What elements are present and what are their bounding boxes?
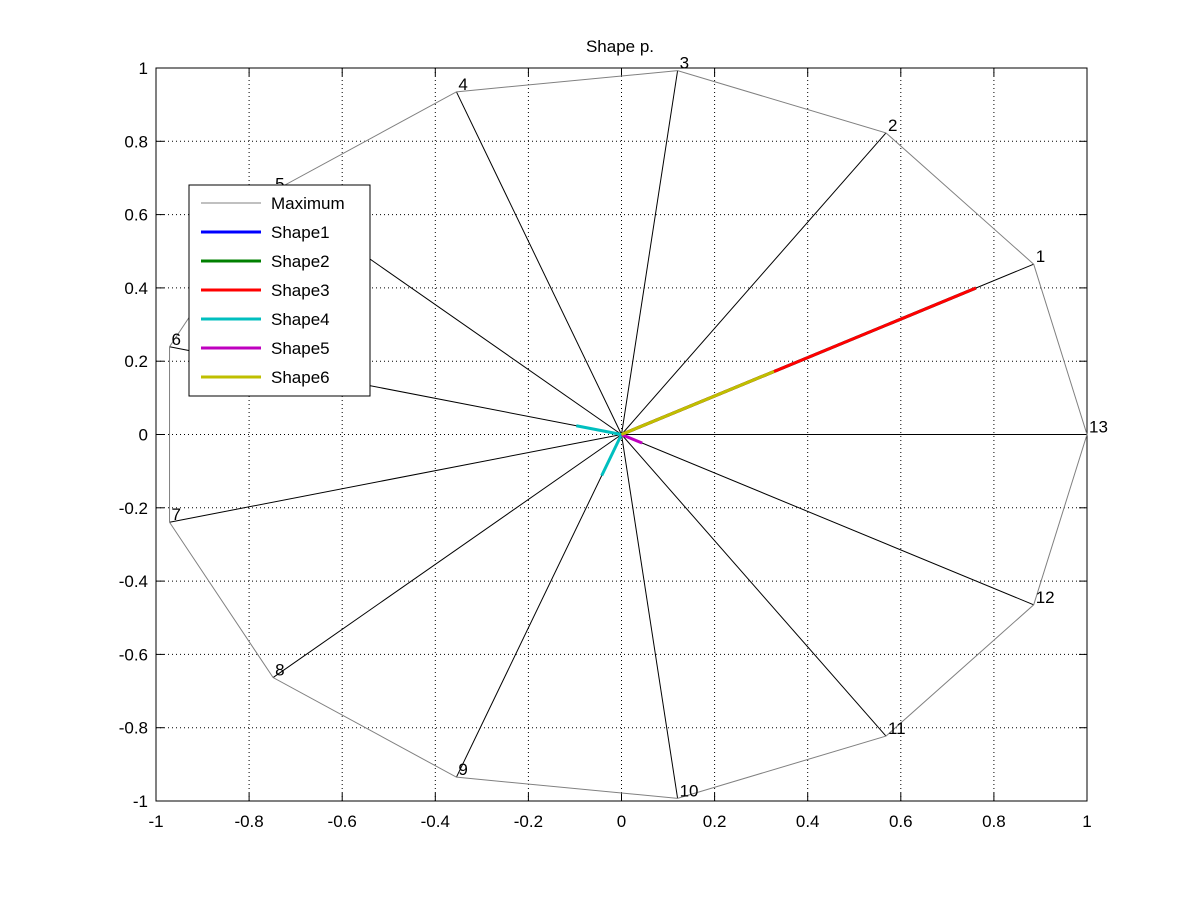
spoke-label: 3 [680, 54, 689, 73]
spoke-label: 2 [888, 116, 897, 135]
series-maximum-outline [169, 70, 1088, 799]
x-tick-label: 0.2 [703, 812, 727, 831]
y-tick-label: -0.4 [119, 572, 148, 591]
y-tick-label: -0.6 [119, 645, 148, 664]
x-tick-label: -0.4 [421, 812, 450, 831]
series-ray [620, 370, 775, 436]
y-tick-label: 1 [139, 59, 148, 78]
y-tick-label: 0.2 [124, 352, 148, 371]
series-ray [620, 433, 643, 445]
legend-item: Shape6 [201, 368, 330, 387]
spoke-label: 5 [275, 174, 284, 193]
legend-item: Shape2 [201, 252, 330, 271]
x-tick-label: -0.8 [234, 812, 263, 831]
series-maximum [169, 70, 1088, 799]
legend-item: Shape1 [201, 223, 330, 242]
spoke-label: 4 [458, 75, 467, 94]
legend: Maximum Shape1 Shape2 Shape3 Shape4 Shape5 Sha… [188, 184, 371, 397]
legend-item: Shape4 [201, 310, 330, 329]
spoke-line [169, 434, 622, 523]
series [169, 70, 1088, 799]
spoke-line [272, 434, 622, 678]
x-tick-label: 0 [617, 812, 626, 831]
legend-item: Maximum [201, 194, 345, 213]
legend-label: Shape2 [271, 252, 330, 271]
y-tick-label: -0.2 [119, 499, 148, 518]
y-tick-label: -0.8 [119, 719, 148, 738]
spoke-line [621, 434, 679, 799]
legend-label: Maximum [271, 194, 345, 213]
legend-label: Shape4 [271, 310, 330, 329]
spoke-label: 10 [680, 781, 699, 800]
legend-label: Shape3 [271, 281, 330, 300]
x-tick-label: -0.6 [328, 812, 357, 831]
spoke-label: 12 [1036, 588, 1055, 607]
legend-label: Shape1 [271, 223, 330, 242]
x-tick-label: 0.8 [982, 812, 1006, 831]
spoke-label: 6 [172, 330, 181, 349]
y-tick-label: 0.8 [124, 132, 148, 151]
legend-item: Shape3 [201, 281, 330, 300]
x-tick-label: 0.4 [796, 812, 820, 831]
y-tick-label: 0.6 [124, 206, 148, 225]
spoke-line [455, 91, 622, 435]
legend-item: Shape5 [201, 339, 330, 358]
spoke-label: 13 [1089, 418, 1108, 437]
series-shape6 [620, 370, 775, 436]
x-tick-label: 1 [1082, 812, 1091, 831]
x-tick-label: -0.2 [514, 812, 543, 831]
spoke-line [621, 434, 887, 737]
spoke-label: 8 [275, 661, 284, 680]
legend-label: Shape6 [271, 368, 330, 387]
x-tick-label: 0.6 [889, 812, 913, 831]
spoke-label: 7 [172, 505, 181, 524]
series-shape4 [576, 424, 623, 477]
spoke-line [621, 434, 1034, 606]
y-tick-label: -1 [133, 792, 148, 811]
x-tick-label: -1 [148, 812, 163, 831]
chart-title: Shape p. [586, 37, 654, 56]
y-tick-label: 0 [139, 426, 148, 445]
spoke-line [621, 70, 679, 435]
spoke-label: 11 [888, 719, 906, 738]
legend-label: Shape5 [271, 339, 330, 358]
spoke-label: 1 [1036, 247, 1045, 266]
series-ray [576, 424, 622, 436]
spoke-line [621, 132, 887, 435]
axis-ticks: -1 -0.8 -0.6 -0.4 -0.2 0 0.2 0.4 0.6 0.8 110.80.60… [119, 59, 1092, 831]
series-shape5 [620, 433, 643, 445]
series-ray [600, 433, 623, 477]
spoke-line [455, 434, 622, 778]
spoke-label: 9 [458, 760, 467, 779]
y-tick-label: 0.4 [124, 279, 148, 298]
